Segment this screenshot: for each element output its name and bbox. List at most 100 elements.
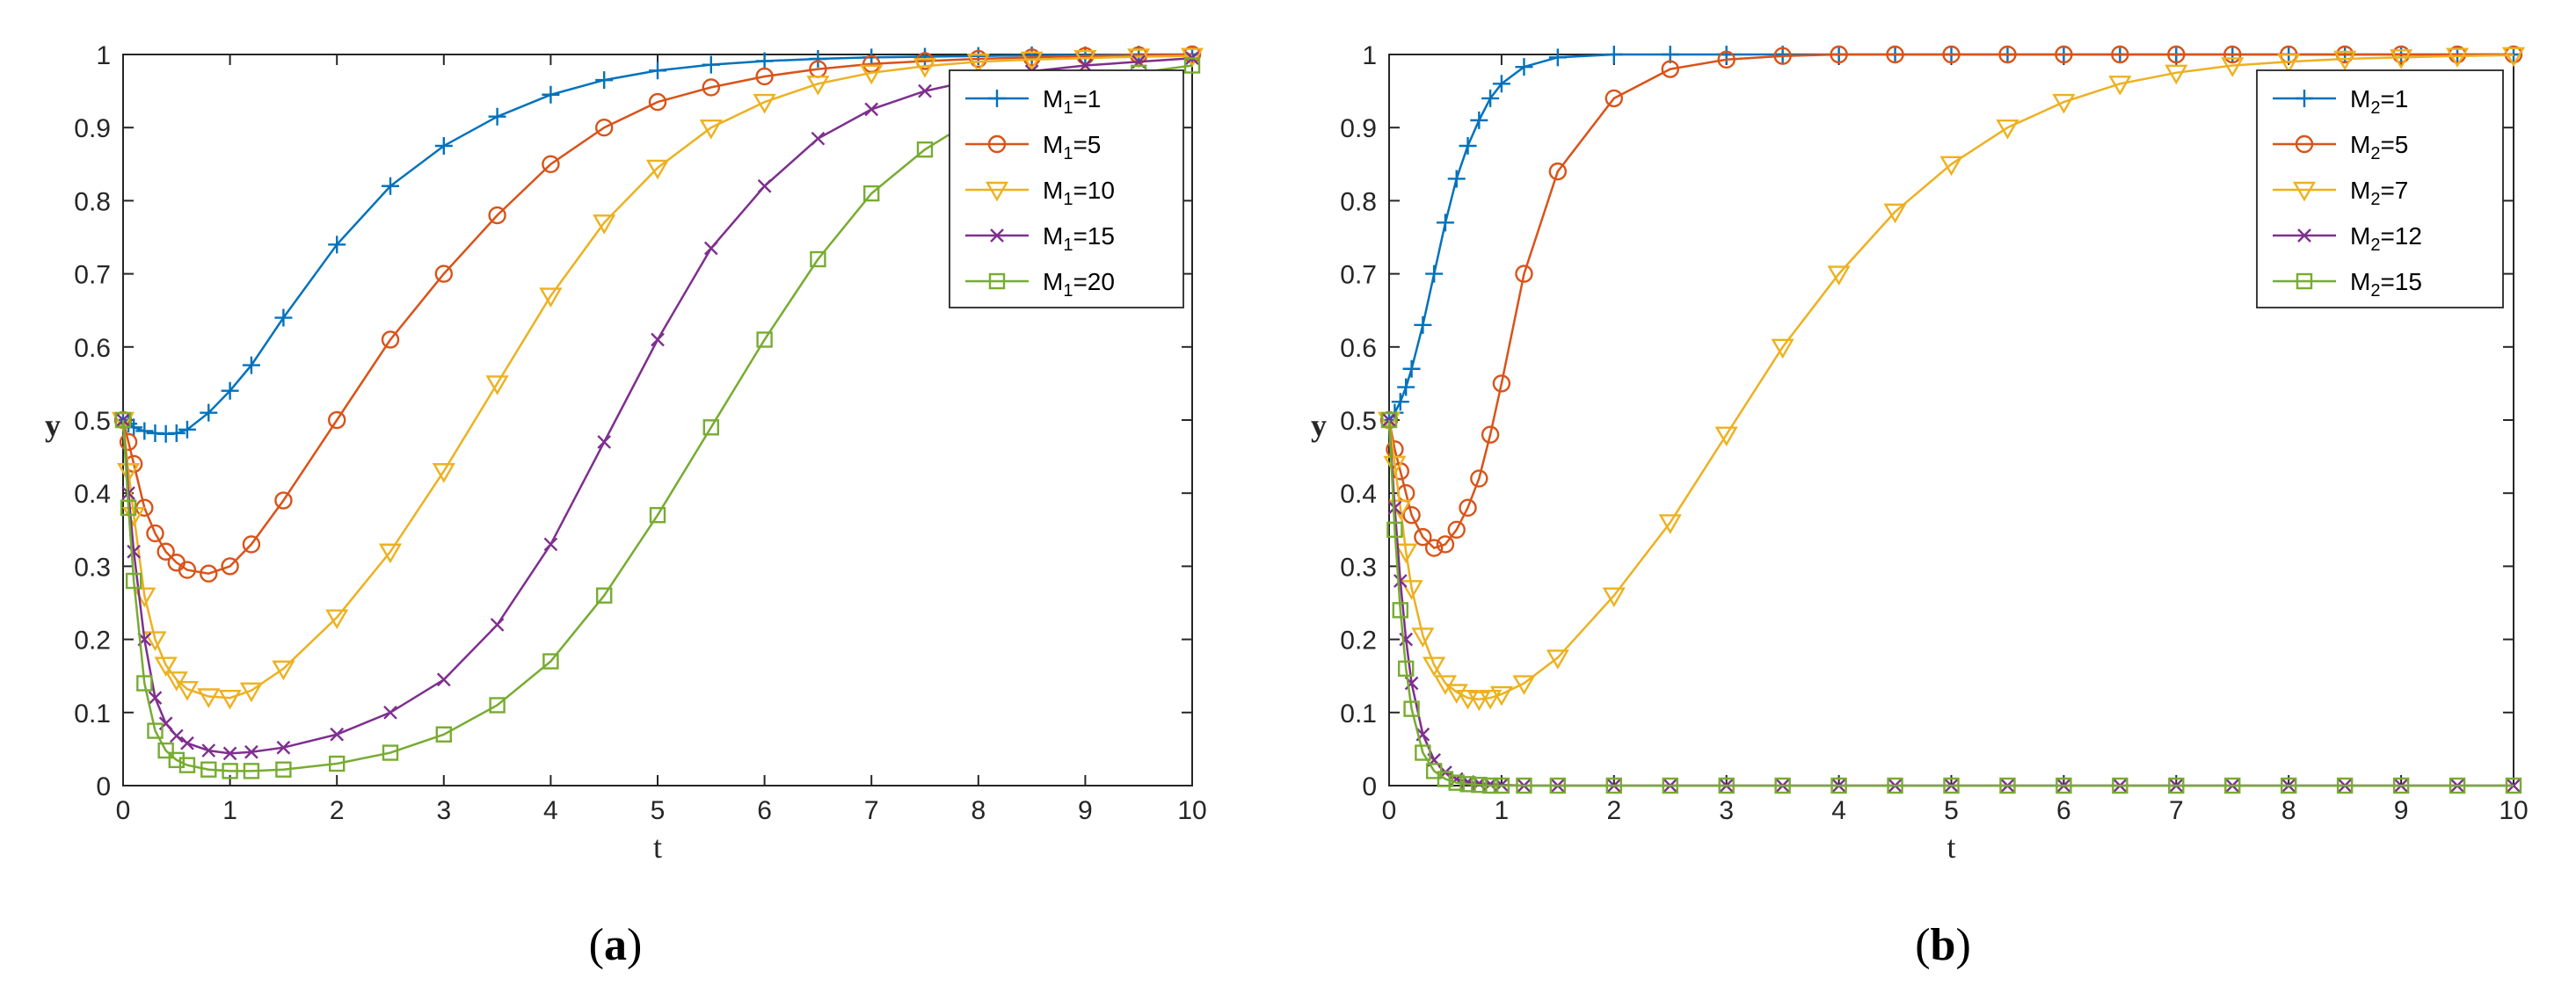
legend-marker — [2296, 272, 2313, 290]
data-point — [2280, 777, 2297, 794]
data-point — [180, 736, 194, 750]
data-point — [325, 609, 349, 630]
data-point — [757, 178, 772, 193]
data-point — [222, 746, 237, 761]
data-point — [1512, 675, 1536, 695]
data-point — [1183, 57, 1201, 74]
data-point — [1773, 47, 1792, 65]
data-point — [1996, 120, 2019, 140]
data-point — [274, 308, 293, 327]
legend: M1=1 M1=5 M1=10 M1=15 M1=20 — [949, 69, 1184, 308]
x-tick-label: 4 — [1831, 796, 1846, 825]
data-point — [966, 54, 990, 74]
x-tick-label: 6 — [757, 796, 772, 825]
data-point — [178, 420, 196, 439]
data-point — [1548, 48, 1567, 67]
data-point — [168, 751, 186, 769]
data-point — [543, 537, 558, 552]
data-point — [755, 67, 774, 86]
data-point — [274, 491, 293, 510]
legend-entry: M2=15 — [2350, 268, 2422, 301]
data-point — [913, 58, 937, 78]
series-3 — [111, 47, 1204, 710]
data-point — [381, 330, 400, 349]
data-point — [1515, 265, 1533, 283]
y-tick-label: 1 — [1362, 41, 1377, 70]
data-point — [703, 241, 718, 256]
x-tick-label: 5 — [651, 796, 666, 825]
data-point — [1602, 587, 1626, 608]
legend-entry: M1=1 — [1043, 85, 1101, 118]
data-point — [167, 424, 186, 442]
data-point — [1397, 378, 1415, 396]
data-point — [755, 52, 774, 70]
legend-entry: M2=7 — [2350, 177, 2408, 209]
data-point — [811, 131, 826, 146]
chart-panel-b: 0 1 2 3 4 5 6 7 8 9 10 0 0.1 0.2 0.3 0.4 0.5 0.6 0.7 0.8 0.9… — [1311, 41, 2529, 970]
data-point — [1394, 543, 1418, 564]
data-point — [699, 120, 723, 140]
data-point — [2055, 45, 2073, 64]
data-point — [1180, 47, 1204, 69]
data-point — [1605, 46, 1623, 63]
legend-entry: M2=12 — [2350, 222, 2422, 255]
legend-entry: M1=5 — [1043, 131, 1101, 163]
data-point — [143, 631, 167, 651]
legend-marker — [988, 90, 1006, 107]
legend-marker — [990, 228, 1004, 243]
data-point — [1827, 265, 1851, 286]
data-point — [1830, 45, 1848, 64]
legend-marker — [988, 272, 1006, 290]
legend-marker — [2295, 134, 2314, 154]
y-axis-label: y — [45, 408, 61, 443]
data-point — [542, 155, 560, 174]
data-point — [329, 755, 346, 772]
data-point — [864, 102, 879, 117]
data-point — [916, 141, 934, 158]
data-point — [2168, 777, 2185, 794]
data-point — [542, 85, 560, 104]
x-tick-label: 1 — [222, 796, 237, 825]
series-line — [1387, 419, 2514, 787]
data-point — [1393, 574, 1408, 588]
data-point — [1383, 455, 1407, 476]
legend-marker — [2296, 90, 2313, 107]
y-tick-label: 0 — [96, 772, 111, 801]
legend: M2=1 M2=5 M2=7 M2=12 M2=15 — [2256, 69, 2504, 308]
data-point — [2445, 47, 2470, 69]
data-point — [125, 572, 142, 590]
data-point — [1605, 777, 1623, 794]
data-point — [1883, 203, 1907, 224]
x-tick-label: 10 — [2499, 796, 2528, 825]
data-point — [1999, 777, 2016, 794]
data-point — [1605, 89, 1624, 108]
data-point — [649, 506, 666, 524]
x-tick-label: 4 — [543, 796, 558, 825]
data-point — [147, 722, 164, 739]
data-point — [597, 435, 612, 449]
data-point — [1400, 580, 1423, 600]
panel-label: (b) — [1915, 920, 1971, 970]
data-point — [378, 543, 403, 564]
data-point — [135, 422, 154, 440]
x-tick-label: 9 — [2394, 796, 2409, 825]
data-point — [136, 675, 153, 692]
data-point — [649, 62, 666, 80]
y-tick-label: 0.3 — [74, 553, 111, 582]
y-tick-label: 0 — [1362, 772, 1377, 801]
data-point — [116, 463, 141, 483]
data-point — [276, 740, 291, 755]
data-point — [1411, 627, 1435, 648]
data-point — [200, 564, 218, 583]
y-tick-label: 0.4 — [74, 480, 111, 509]
data-point — [1423, 656, 1446, 678]
data-point — [1459, 776, 1476, 793]
x-tick-label: 2 — [1606, 796, 1621, 825]
data-point — [1447, 170, 1466, 188]
data-point — [2448, 45, 2467, 64]
data-point — [1414, 315, 1432, 334]
y-tick-label: 0.5 — [1340, 407, 1377, 436]
data-point — [1661, 60, 1679, 78]
data-point — [1481, 777, 1499, 794]
